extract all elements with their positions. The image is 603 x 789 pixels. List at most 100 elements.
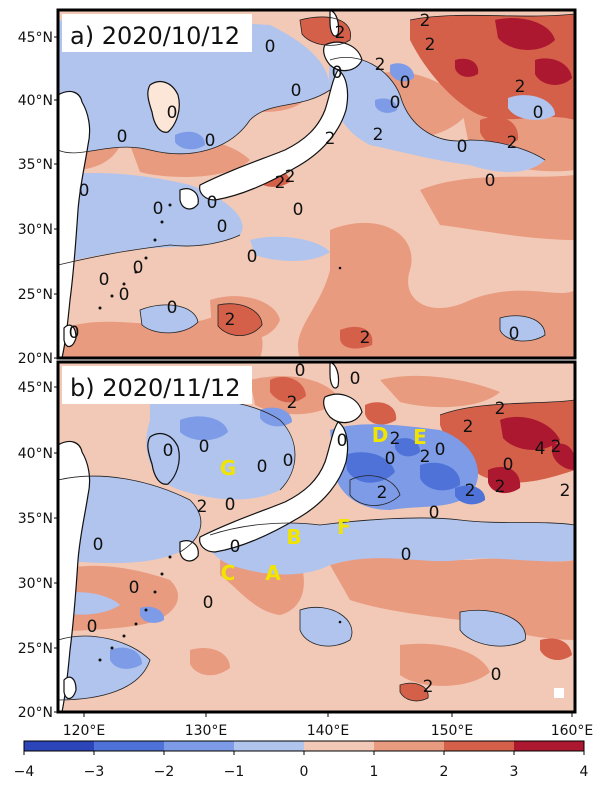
contour-label: 0 bbox=[225, 495, 236, 515]
contour-label: 0 bbox=[457, 137, 468, 157]
site-marker-e: E bbox=[413, 425, 427, 449]
contour-label: 4 bbox=[535, 439, 546, 459]
contour-label: 2 bbox=[515, 77, 526, 97]
contour-label: 0 bbox=[203, 593, 214, 613]
panel-b: 0 0 2 0 2 2 0 2 0 0 2 2 2 4 2 2 0 2 0 0 … bbox=[58, 361, 575, 712]
sakhalin-coast bbox=[329, 10, 340, 37]
asia-mainland bbox=[58, 440, 91, 712]
contour-label: 0 bbox=[435, 440, 446, 460]
panel-label-background bbox=[62, 366, 252, 404]
cool-peak-areas bbox=[345, 438, 486, 505]
panel-label: a) 2020/10/12 bbox=[70, 22, 240, 50]
ryukyu-islands bbox=[98, 555, 342, 662]
x-tick-label: 140°E bbox=[307, 723, 350, 739]
contour-label: 2 bbox=[225, 310, 236, 330]
contour-label: 0 bbox=[295, 361, 306, 381]
contour-label: 2 bbox=[560, 481, 571, 501]
two-contours bbox=[349, 399, 575, 702]
japan-honshu bbox=[199, 421, 349, 553]
x-axis: 120°E 130°E 140°E 150°E 160°E bbox=[63, 723, 594, 739]
contour-label: 2 bbox=[420, 447, 431, 467]
site-marker-d: D bbox=[372, 423, 389, 447]
contour-label: 2 bbox=[373, 125, 384, 145]
y-tick-label: 45°N bbox=[18, 30, 53, 46]
contour-label: 0 bbox=[205, 131, 216, 151]
contour-label: 0 bbox=[99, 270, 110, 290]
x-tick-label: 150°E bbox=[431, 723, 474, 739]
contour-label: 0 bbox=[350, 369, 361, 389]
site-marker-g: G bbox=[220, 456, 236, 480]
y-tick-label: 40°N bbox=[18, 93, 53, 109]
site-marker-c: C bbox=[221, 561, 236, 585]
colorbar-tick-label: −1 bbox=[224, 764, 245, 780]
colorbar-tick-label: 4 bbox=[580, 764, 589, 780]
y-tick-label: 20°N bbox=[18, 705, 53, 721]
y-tick-label: 30°N bbox=[18, 576, 53, 592]
colorbar-tick-label: −2 bbox=[154, 764, 175, 780]
contour-label: 2 bbox=[390, 429, 401, 449]
contour-label: 0 bbox=[291, 81, 302, 101]
colorbar-tick-label: 3 bbox=[510, 764, 519, 780]
colorbar-tick-label: 2 bbox=[440, 764, 449, 780]
contour-label: 0 bbox=[337, 431, 348, 451]
contour-label: 0 bbox=[385, 449, 396, 469]
y-axis-panel-a: 45°N 40°N 35°N 30°N 25°N 20°N bbox=[18, 30, 53, 367]
contour-label: 0 bbox=[167, 103, 178, 123]
zero-contours bbox=[58, 57, 546, 342]
korea bbox=[147, 81, 180, 133]
contour-label: 0 bbox=[533, 103, 544, 123]
ryukyu-islands bbox=[98, 203, 342, 310]
x-tick-label: 160°E bbox=[551, 723, 594, 739]
contour-label: 2 bbox=[423, 677, 434, 697]
site-marker-a: A bbox=[265, 561, 281, 585]
site-marker-b: B bbox=[286, 525, 301, 549]
contour-label: 0 bbox=[491, 665, 502, 685]
y-tick-label: 40°N bbox=[18, 446, 53, 462]
colorbar-segment bbox=[374, 741, 445, 751]
contour-label: 0 bbox=[509, 324, 520, 344]
contour-label: 0 bbox=[119, 285, 130, 305]
colorbar-segment bbox=[444, 741, 515, 751]
x-tick-label: 130°E bbox=[185, 723, 228, 739]
contour-label: 2 bbox=[197, 497, 208, 517]
contour-label: 2 bbox=[465, 481, 476, 501]
contour-label: 2 bbox=[495, 477, 506, 497]
panel-a: 2 2 0 2 0 2 2 0 0 0 0 0 2 2 2 2 0 0 0 0 … bbox=[58, 10, 575, 358]
cool-anomaly-areas bbox=[58, 398, 575, 700]
site-marker-f: F bbox=[337, 515, 351, 539]
panel-a-frame bbox=[56, 8, 577, 360]
panel-b-frame bbox=[56, 360, 577, 714]
contour-label: 0 bbox=[153, 199, 164, 219]
y-tick-label: 25°N bbox=[18, 641, 53, 657]
contour-label: 0 bbox=[390, 93, 401, 113]
y-tick-label: 20°N bbox=[18, 351, 53, 367]
hokkaido bbox=[323, 393, 363, 424]
colorbar-tick-label: 1 bbox=[370, 764, 379, 780]
two-contours bbox=[217, 13, 575, 337]
contour-label: 2 bbox=[275, 173, 286, 193]
kyushu bbox=[179, 540, 199, 562]
colorbar: −4 −3 −2 −1 0 1 2 3 4 bbox=[14, 740, 589, 780]
site-markers: A B C D E F G bbox=[220, 423, 427, 585]
y-tick-label: 25°N bbox=[18, 287, 53, 303]
taiwan bbox=[63, 324, 77, 348]
contour-label: 2 bbox=[287, 393, 298, 413]
taiwan bbox=[63, 676, 77, 700]
contour-label: 0 bbox=[283, 451, 294, 471]
y-tick-label: 45°N bbox=[18, 380, 53, 396]
y-tick-label: 30°N bbox=[18, 222, 53, 238]
contour-label: 0 bbox=[485, 171, 496, 191]
contour-label: 0 bbox=[265, 37, 276, 57]
contour-label: 0 bbox=[117, 127, 128, 147]
land bbox=[58, 362, 363, 712]
contour-label: 2 bbox=[360, 328, 371, 348]
contour-label: 0 bbox=[87, 617, 98, 637]
contour-label: 0 bbox=[503, 455, 514, 475]
contour-label: 0 bbox=[257, 457, 268, 477]
contour-label: 0 bbox=[129, 578, 140, 598]
contour-label: 0 bbox=[133, 258, 144, 278]
colorbar-tick-label: −3 bbox=[84, 764, 105, 780]
contour-label: 0 bbox=[93, 535, 104, 555]
contour-label: 0 bbox=[69, 323, 80, 343]
